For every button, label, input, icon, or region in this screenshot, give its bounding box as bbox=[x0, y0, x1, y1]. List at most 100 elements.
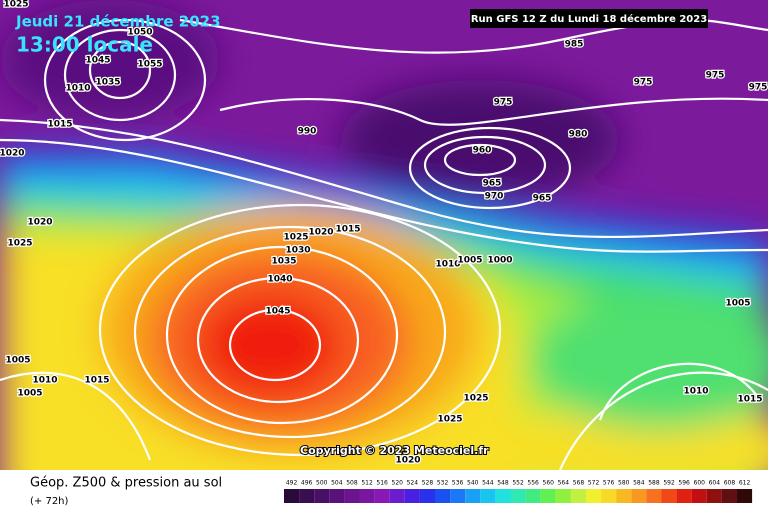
colorbar-cell bbox=[465, 489, 481, 503]
footer-title: Géop. Z500 & pression au sol bbox=[30, 476, 222, 491]
colorbar-label: 568 bbox=[573, 480, 585, 487]
colorbar-cell bbox=[525, 489, 541, 503]
colorbar-cell bbox=[586, 489, 602, 503]
colorbar-cell bbox=[374, 489, 390, 503]
isobar-label: 1020 bbox=[308, 228, 333, 238]
colorbar-label: 536 bbox=[452, 480, 464, 487]
colorbar-cell bbox=[419, 489, 435, 503]
colorbar-label: 572 bbox=[588, 480, 600, 487]
colorbar-cell bbox=[676, 489, 692, 503]
isobar-label: 1015 bbox=[47, 120, 72, 130]
colorbar-cell bbox=[631, 489, 647, 503]
colorbar-label: 492 bbox=[286, 480, 298, 487]
isobar-label: 1040 bbox=[267, 275, 292, 285]
colorbar-cell bbox=[404, 489, 420, 503]
colorbar-label: 556 bbox=[527, 480, 539, 487]
isobar-label: 965 bbox=[533, 194, 552, 204]
colorbar-label: 592 bbox=[663, 480, 675, 487]
isobar-label: 1035 bbox=[271, 257, 296, 267]
colorbar-label: 552 bbox=[512, 480, 524, 487]
colorbar-label: 504 bbox=[331, 480, 343, 487]
colorbar-label: 576 bbox=[603, 480, 615, 487]
colorbar-label: 600 bbox=[694, 480, 706, 487]
colorbar-label: 532 bbox=[437, 480, 449, 487]
colorbar-cell bbox=[570, 489, 586, 503]
colorbar-cell bbox=[495, 489, 511, 503]
colorbar-cell bbox=[706, 489, 722, 503]
isobar-label: 1025 bbox=[3, 0, 28, 10]
isobar-label: 1025 bbox=[437, 415, 462, 425]
isobar-label: 985 bbox=[565, 40, 584, 50]
colorbar-cell bbox=[299, 489, 315, 503]
isobar-label: 990 bbox=[298, 127, 317, 137]
isobar-label: 1025 bbox=[463, 394, 488, 404]
isobar-label: 1005 bbox=[17, 389, 42, 399]
colorbar-cell bbox=[344, 489, 360, 503]
isobar-label: 1010 bbox=[435, 260, 460, 270]
isobar-label: 1005 bbox=[457, 256, 482, 266]
colorbar: 492 496 500 504 508 512 516 520 524 528 532 536 540 5… bbox=[284, 480, 753, 503]
colorbar-cell bbox=[601, 489, 617, 503]
isobar-label: 975 bbox=[749, 83, 768, 93]
isobar-label: 1010 bbox=[65, 84, 90, 94]
isobar-label: 1055 bbox=[137, 60, 162, 70]
copyright: Copyright © 2023 Meteociel.fr bbox=[300, 444, 489, 457]
isobar-label: 1020 bbox=[0, 149, 25, 159]
isobar-label: 965 bbox=[483, 179, 502, 189]
isobar-label: 1010 bbox=[683, 387, 708, 397]
colorbar-cell bbox=[555, 489, 571, 503]
footer-lead: (+ 72h) bbox=[30, 496, 69, 507]
colorbar-cell bbox=[616, 489, 632, 503]
colorbar-cell bbox=[646, 489, 662, 503]
colorbar-label: 564 bbox=[558, 480, 570, 487]
isobar-label: 1045 bbox=[265, 307, 290, 317]
isobars bbox=[0, 18, 768, 470]
colorbar-label: 500 bbox=[316, 480, 328, 487]
colorbar-label: 512 bbox=[361, 480, 373, 487]
isobar-label: 1030 bbox=[285, 246, 310, 256]
colorbar-cell bbox=[721, 489, 737, 503]
time: 13:00 locale bbox=[16, 33, 153, 57]
colorbar-label: 560 bbox=[543, 480, 555, 487]
colorbar-cell bbox=[389, 489, 405, 503]
colorbar-cell bbox=[737, 489, 753, 503]
colorbar-cell bbox=[661, 489, 677, 503]
isobar-label: 1025 bbox=[7, 239, 32, 249]
isobar-label: 960 bbox=[473, 146, 492, 156]
colorbar-cell bbox=[284, 489, 300, 503]
colorbar-cell bbox=[540, 489, 556, 503]
colorbar-cell bbox=[691, 489, 707, 503]
colorbar-cell bbox=[314, 489, 330, 503]
isobar-label: 1025 bbox=[283, 233, 308, 243]
colorbar-cell bbox=[359, 489, 375, 503]
isobar-label: 1050 bbox=[127, 28, 152, 38]
isobar-label: 1015 bbox=[737, 395, 762, 405]
colorbar-label: 584 bbox=[633, 480, 645, 487]
isobar-label: 975 bbox=[494, 98, 513, 108]
isobar-label: 1020 bbox=[27, 218, 52, 228]
colorbar-cell bbox=[329, 489, 345, 503]
date: Jeudi 21 décembre 2023 bbox=[15, 13, 221, 31]
colorbar-label: 604 bbox=[709, 480, 721, 487]
colorbar-label: 580 bbox=[618, 480, 630, 487]
colorbar-label: 608 bbox=[724, 480, 736, 487]
colorbar-label: 540 bbox=[467, 480, 479, 487]
isobar-label: 1015 bbox=[335, 225, 360, 235]
colorbar-label: 508 bbox=[346, 480, 358, 487]
isobar-label: 1010 bbox=[32, 376, 57, 386]
run-text: Run GFS 12 Z du Lundi 18 décembre 2023 bbox=[471, 13, 707, 25]
colorbar-label: 612 bbox=[739, 480, 751, 487]
colorbar-label: 596 bbox=[678, 480, 690, 487]
isobar-label: 1005 bbox=[5, 356, 30, 366]
colorbar-cell bbox=[510, 489, 526, 503]
colorbar-cell bbox=[450, 489, 466, 503]
isobar-label: 975 bbox=[634, 78, 653, 88]
isobar-label: 1015 bbox=[84, 376, 109, 386]
colorbar-cell bbox=[480, 489, 496, 503]
colorbar-label: 524 bbox=[407, 480, 419, 487]
colorbar-label: 544 bbox=[482, 480, 494, 487]
colorbar-cell bbox=[435, 489, 451, 503]
